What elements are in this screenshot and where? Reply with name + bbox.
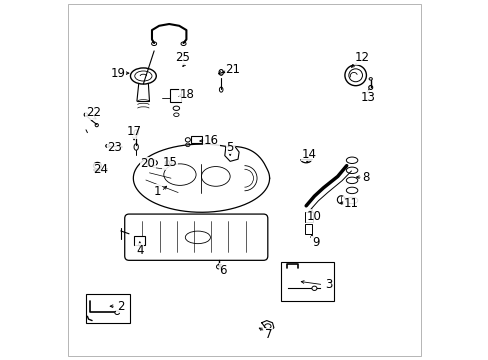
Text: 1: 1 bbox=[154, 185, 161, 198]
Bar bbox=[191, 135, 202, 143]
Text: 3: 3 bbox=[325, 278, 332, 291]
Bar bbox=[281, 262, 333, 301]
Ellipse shape bbox=[311, 286, 316, 291]
Polygon shape bbox=[261, 320, 273, 330]
Bar bbox=[86, 294, 129, 323]
Ellipse shape bbox=[105, 144, 109, 147]
Text: 13: 13 bbox=[360, 91, 375, 104]
Ellipse shape bbox=[368, 78, 371, 80]
Text: 4: 4 bbox=[136, 244, 143, 257]
Text: 8: 8 bbox=[362, 171, 369, 184]
Text: 18: 18 bbox=[179, 88, 194, 101]
FancyBboxPatch shape bbox=[124, 214, 267, 260]
Bar bbox=[304, 212, 313, 222]
Text: 10: 10 bbox=[306, 210, 321, 223]
Text: 25: 25 bbox=[175, 51, 190, 64]
Ellipse shape bbox=[115, 311, 119, 315]
Polygon shape bbox=[224, 146, 239, 161]
Bar bbox=[304, 224, 311, 234]
Text: 14: 14 bbox=[301, 148, 316, 161]
Text: 23: 23 bbox=[107, 140, 122, 153]
Text: 12: 12 bbox=[354, 51, 369, 64]
Text: 7: 7 bbox=[264, 328, 272, 341]
Text: 2: 2 bbox=[117, 300, 124, 313]
Text: 6: 6 bbox=[219, 264, 226, 277]
Text: 22: 22 bbox=[85, 106, 101, 119]
Text: 19: 19 bbox=[111, 67, 125, 80]
Text: 15: 15 bbox=[162, 156, 177, 169]
Text: 5: 5 bbox=[226, 140, 233, 153]
Text: 20: 20 bbox=[140, 157, 155, 170]
Text: 21: 21 bbox=[225, 63, 240, 76]
Text: 11: 11 bbox=[343, 197, 358, 210]
Bar bbox=[134, 236, 144, 245]
Text: 9: 9 bbox=[311, 236, 319, 249]
Bar bbox=[169, 89, 180, 102]
Polygon shape bbox=[133, 144, 269, 212]
Text: 24: 24 bbox=[93, 163, 108, 176]
Text: 16: 16 bbox=[203, 134, 219, 147]
Text: 17: 17 bbox=[126, 125, 141, 138]
